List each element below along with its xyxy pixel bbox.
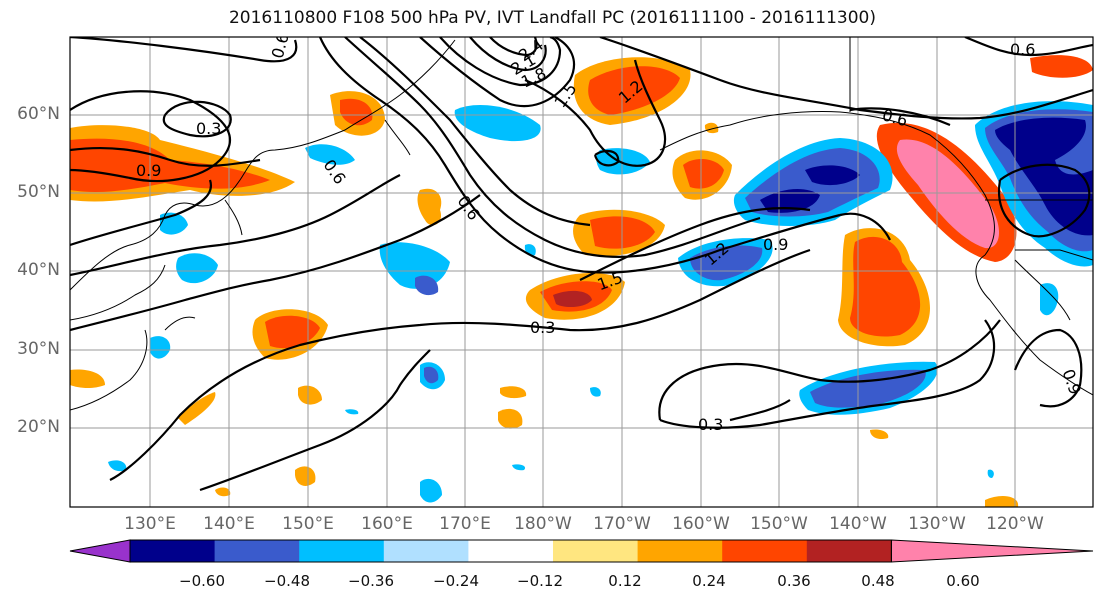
colorbar-tick-label: −0.36 bbox=[348, 572, 394, 590]
colorbar-tick-label: 0.60 bbox=[946, 572, 980, 590]
colorbar-tick-label: −0.60 bbox=[179, 572, 225, 590]
contour-label: 0.6 bbox=[268, 31, 293, 61]
lon-label: 120°W bbox=[986, 514, 1044, 534]
colorbar-cell bbox=[130, 540, 216, 562]
lon-label: 160°E bbox=[361, 514, 413, 534]
contour-label: 0.3 bbox=[196, 119, 221, 138]
lon-label: 170°W bbox=[593, 514, 651, 534]
colorbar-cell bbox=[806, 540, 892, 562]
map-frame bbox=[69, 36, 1094, 508]
shaded-anomaly-fields bbox=[70, 55, 1093, 507]
lon-label: 180°W bbox=[514, 514, 572, 534]
colorbar-cell bbox=[383, 540, 469, 562]
colorbar-tick-label: 0.48 bbox=[861, 572, 895, 590]
contour-label: 0.3 bbox=[530, 318, 555, 337]
colorbar-right-arrow bbox=[890, 539, 1094, 563]
lon-label: 160°W bbox=[672, 514, 730, 534]
lat-label: 60°N bbox=[17, 104, 60, 124]
lon-label: 140°E bbox=[203, 514, 255, 534]
lon-label: 140°W bbox=[829, 514, 887, 534]
colorbar-cell bbox=[553, 540, 639, 562]
lat-label: 30°N bbox=[17, 339, 60, 359]
lat-label: 40°N bbox=[17, 260, 60, 280]
pv-contours bbox=[70, 37, 1093, 492]
lon-label: 130°E bbox=[124, 514, 176, 534]
colorbar-tick-label: −0.24 bbox=[433, 572, 479, 590]
contour-label: 0.3 bbox=[698, 415, 723, 434]
colorbar-tick-label: 0.12 bbox=[608, 572, 642, 590]
map-title: 2016110800 F108 500 hPa PV, IVT Landfall… bbox=[228, 8, 876, 28]
lon-label: 150°W bbox=[750, 514, 808, 534]
lat-label: 50°N bbox=[17, 182, 60, 202]
lon-label: 130°W bbox=[908, 514, 966, 534]
colorbar-tick-label: 0.24 bbox=[692, 572, 726, 590]
colorbar-cell bbox=[468, 540, 554, 562]
lon-label: 150°E bbox=[282, 514, 334, 534]
colorbar-cell bbox=[637, 540, 723, 562]
colorbar-cell bbox=[214, 540, 300, 562]
lat-label: 20°N bbox=[17, 417, 60, 437]
lon-label: 170°E bbox=[439, 514, 491, 534]
contour-label: 0.9 bbox=[136, 161, 161, 180]
colorbar bbox=[69, 539, 1094, 563]
colorbar-cell bbox=[299, 540, 385, 562]
colorbar-cell bbox=[722, 540, 808, 562]
colorbar-tick-label: −0.12 bbox=[517, 572, 563, 590]
coastlines bbox=[70, 37, 1093, 411]
colorbar-tick-label: −0.48 bbox=[264, 572, 310, 590]
contour-label: 0.6 bbox=[1010, 40, 1035, 59]
colorbar-tick-label: 0.36 bbox=[777, 572, 811, 590]
contour-label: 0.9 bbox=[763, 235, 788, 254]
